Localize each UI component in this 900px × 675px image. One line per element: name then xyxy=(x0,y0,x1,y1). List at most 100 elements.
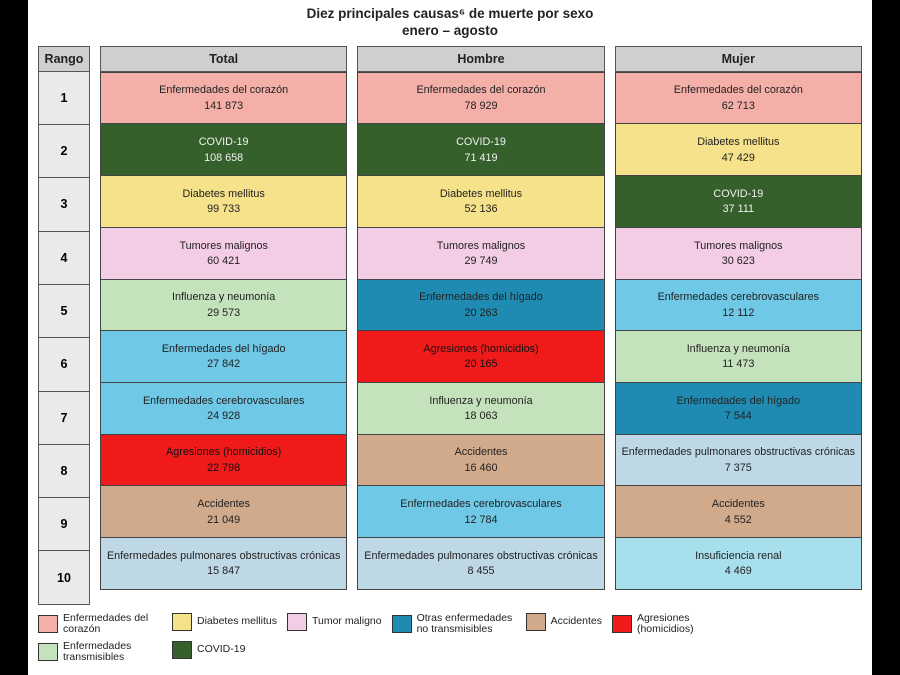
entry-cell: Tumores malignos 29 749 xyxy=(357,227,604,280)
rank-cell: 8 xyxy=(38,445,90,498)
entry-cell: COVID-19108 658 xyxy=(100,123,347,176)
entry-cell: Influenza y neumonía 29 573 xyxy=(100,279,347,332)
entry-cell: Influenza y neumonía18 063 xyxy=(357,382,604,435)
entry-cell: Enfermedades del corazón78 929 xyxy=(357,72,604,125)
men-column: Hombre Enfermedades del corazón78 929 COV… xyxy=(357,46,604,605)
entry-label: Insuficiencia renal xyxy=(695,550,781,562)
entry-label: Enfermedades del hígado xyxy=(162,343,286,355)
entry-label: Influenza y neumonía xyxy=(172,291,275,303)
entry-cell: Enfermedades del hígado20 263 xyxy=(357,279,604,332)
table: Rango 12345678910 Total Enfermedades del… xyxy=(38,46,862,605)
rank-cell: 1 xyxy=(38,72,90,125)
entry-value: 20 165 xyxy=(464,358,497,370)
entry-value: 7 544 xyxy=(725,410,752,422)
entry-cell: Diabetes mellitus 99 733 xyxy=(100,175,347,228)
entry-label: COVID-19 xyxy=(713,188,763,200)
chart-title: Diez principales causas⁶ de muerte por s… xyxy=(38,6,862,40)
entry-value: 29 573 xyxy=(207,307,240,319)
entry-value: 22 798 xyxy=(207,462,240,474)
entry-label: COVID-19 xyxy=(456,136,506,148)
entry-value: 16 460 xyxy=(464,462,497,474)
legend-swatch xyxy=(172,641,192,659)
entry-cell: Enfermedades del hígado7 544 xyxy=(615,382,862,435)
entry-label: Enfermedades pulmonares obstructivas cró… xyxy=(107,550,340,562)
page: Diez principales causas⁶ de muerte por s… xyxy=(28,0,872,675)
legend-item: Accidentes xyxy=(526,613,602,631)
legend-label: Tumor maligno xyxy=(312,616,382,627)
legend-swatch xyxy=(612,615,632,633)
entry-label: Diabetes mellitus xyxy=(440,188,522,200)
legend-swatch xyxy=(38,615,58,633)
entry-cell: Enfermedades pulmonares obstructivas cró… xyxy=(357,537,604,590)
entry-cell: Enfermedades cerebrovasculares24 928 xyxy=(100,382,347,435)
entry-value: 141 873 xyxy=(204,100,243,112)
entry-value: 47 429 xyxy=(722,152,755,164)
entry-label: Agresiones (homicidios) xyxy=(166,446,281,458)
entry-label: Accidentes xyxy=(712,498,765,510)
entry-value: 24 928 xyxy=(207,410,240,422)
rank-cell: 3 xyxy=(38,178,90,231)
rank-column: Rango 12345678910 xyxy=(38,46,90,605)
legend: Enfermedades del corazón Diabetes mellitu… xyxy=(38,613,862,663)
entry-label: Tumores malignos xyxy=(179,240,267,252)
legend-label: Enfermedades transmisibles xyxy=(63,641,162,663)
legend-swatch xyxy=(38,643,58,661)
legend-label: Otras enfermedades no transmisibles xyxy=(417,613,516,635)
header-men: Hombre xyxy=(357,46,604,72)
legend-item: Diabetes mellitus xyxy=(172,613,277,631)
rank-cell: 4 xyxy=(38,232,90,285)
entry-value: 71 419 xyxy=(464,152,497,164)
entry-cell: Enfermedades del corazón62 713 xyxy=(615,72,862,125)
legend-label: Accidentes xyxy=(551,616,602,627)
entry-value: 18 063 xyxy=(464,410,497,422)
legend-swatch xyxy=(526,613,546,631)
legend-label: Agresiones (homicidios) xyxy=(637,613,736,635)
entry-value: 15 847 xyxy=(207,565,240,577)
rank-cell: 7 xyxy=(38,392,90,445)
entry-value: 8 455 xyxy=(467,565,494,577)
entry-cell: Agresiones (homicidios) 20 165 xyxy=(357,330,604,383)
entry-cell: Enfermedades pulmonares obstructivas cró… xyxy=(615,434,862,487)
entry-cell: Insuficiencia renal4 469 xyxy=(615,537,862,590)
header-total: Total xyxy=(100,46,347,72)
entry-cell: Influenza y neumonía11 473 xyxy=(615,330,862,383)
legend-swatch xyxy=(287,613,307,631)
title-line-1: Diez principales causas⁶ de muerte por s… xyxy=(307,6,594,21)
header-rank: Rango xyxy=(38,46,90,72)
entry-label: Tumores malignos xyxy=(437,240,525,252)
rank-cell: 2 xyxy=(38,125,90,178)
entry-cell: Enfermedades cerebrovasculares12 112 xyxy=(615,279,862,332)
entry-cell: Accidentes4 552 xyxy=(615,485,862,538)
entry-value: 27 842 xyxy=(207,358,240,370)
entry-value: 29 749 xyxy=(464,255,497,267)
total-column: Total Enfermedades del corazón141 873COV… xyxy=(100,46,347,605)
entry-cell: Enfermedades cerebrovasculares12 784 xyxy=(357,485,604,538)
entry-cell: Accidentes16 460 xyxy=(357,434,604,487)
entry-label: Enfermedades pulmonares obstructivas cró… xyxy=(622,446,855,458)
entry-label: Agresiones (homicidios) xyxy=(423,343,538,355)
entry-label: Diabetes mellitus xyxy=(183,188,265,200)
entry-label: Enfermedades cerebrovasculares xyxy=(400,498,561,510)
rank-cell: 6 xyxy=(38,338,90,391)
entry-cell: COVID-1937 111 xyxy=(615,175,862,228)
entry-value: 108 658 xyxy=(204,152,243,164)
legend-swatch xyxy=(392,615,412,633)
entry-cell: Tumores malignos30 623 xyxy=(615,227,862,280)
entry-cell: Diabetes mellitus 47 429 xyxy=(615,123,862,176)
entry-cell: Diabetes mellitus52 136 xyxy=(357,175,604,228)
entry-cell: Accidentes21 049 xyxy=(100,485,347,538)
women-column: Mujer Enfermedades del corazón62 713Diab… xyxy=(615,46,862,605)
legend-item: Tumor maligno xyxy=(287,613,382,631)
entry-value: 78 929 xyxy=(464,100,497,112)
legend-item: Otras enfermedades no transmisibles xyxy=(392,613,516,635)
legend-label: Enfermedades del corazón xyxy=(63,613,162,635)
entry-label: Tumores malignos xyxy=(694,240,782,252)
entry-cell: Tumores malignos60 421 xyxy=(100,227,347,280)
entry-value: 12 112 xyxy=(722,307,754,319)
entry-value: 21 049 xyxy=(207,514,240,526)
entry-label: Diabetes mellitus xyxy=(697,136,779,148)
rank-cell: 10 xyxy=(38,551,90,604)
legend-label: Diabetes mellitus xyxy=(197,616,277,627)
entry-value: 99 733 xyxy=(207,203,240,215)
rank-cell: 9 xyxy=(38,498,90,551)
